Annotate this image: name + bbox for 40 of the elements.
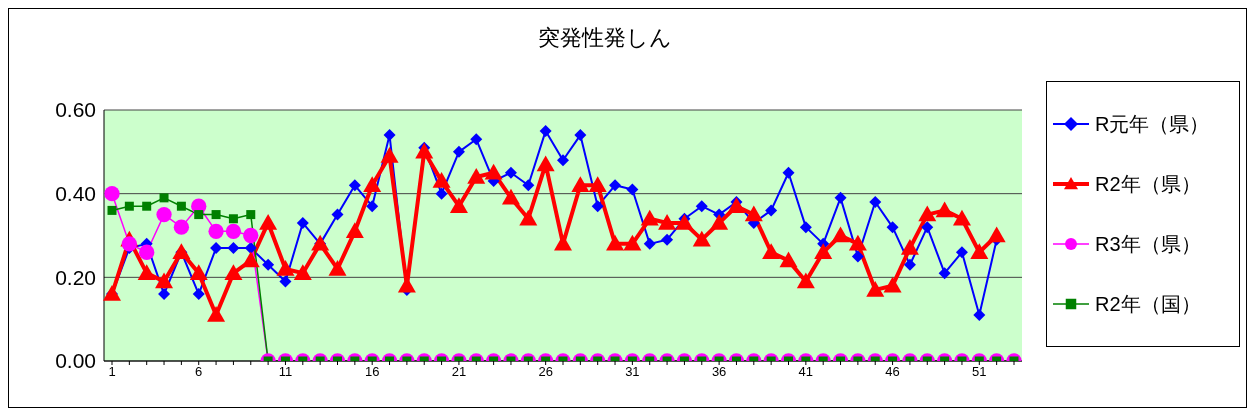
point <box>484 163 503 180</box>
legend-label: R元年（県） <box>1095 111 1210 137</box>
point <box>539 124 552 137</box>
x-tick-label: 6 <box>195 364 203 380</box>
x-tick-label: 11 <box>278 364 293 380</box>
legend-label: R2年（県） <box>1095 171 1201 197</box>
y-tick-label: 0.40 <box>55 182 96 206</box>
x-tick-label: 31 <box>625 364 640 380</box>
x-tick-label: 1 <box>108 364 116 380</box>
y-tick-label: 0.20 <box>55 265 96 289</box>
point <box>415 142 434 159</box>
point <box>380 147 399 163</box>
legend-label: R3年（県） <box>1095 231 1201 257</box>
chart-title: 突発性発しん <box>537 24 673 52</box>
x-tick-label: 26 <box>538 364 553 380</box>
point <box>782 166 795 179</box>
point <box>557 154 569 167</box>
point <box>363 176 382 193</box>
point <box>432 172 451 188</box>
legend-label: R2年（国） <box>1095 291 1201 317</box>
point <box>504 166 517 179</box>
point <box>470 133 483 146</box>
x-tick-label: 36 <box>711 364 727 380</box>
point <box>536 155 555 172</box>
x-tick-label: 51 <box>972 364 987 380</box>
point <box>574 129 587 142</box>
point <box>588 176 607 193</box>
point <box>571 176 590 193</box>
x-tick-label: 16 <box>364 364 380 380</box>
y-tick-label: 0.60 <box>55 98 96 122</box>
x-tick-label: 46 <box>885 364 900 380</box>
point <box>467 167 486 184</box>
point <box>609 179 622 192</box>
point <box>522 179 535 192</box>
point <box>452 145 465 158</box>
y-tick-label: 0.00 <box>55 349 96 373</box>
x-tick-label: 21 <box>451 364 467 380</box>
point <box>626 183 639 196</box>
x-tick-label: 41 <box>798 364 814 380</box>
point <box>348 179 361 192</box>
